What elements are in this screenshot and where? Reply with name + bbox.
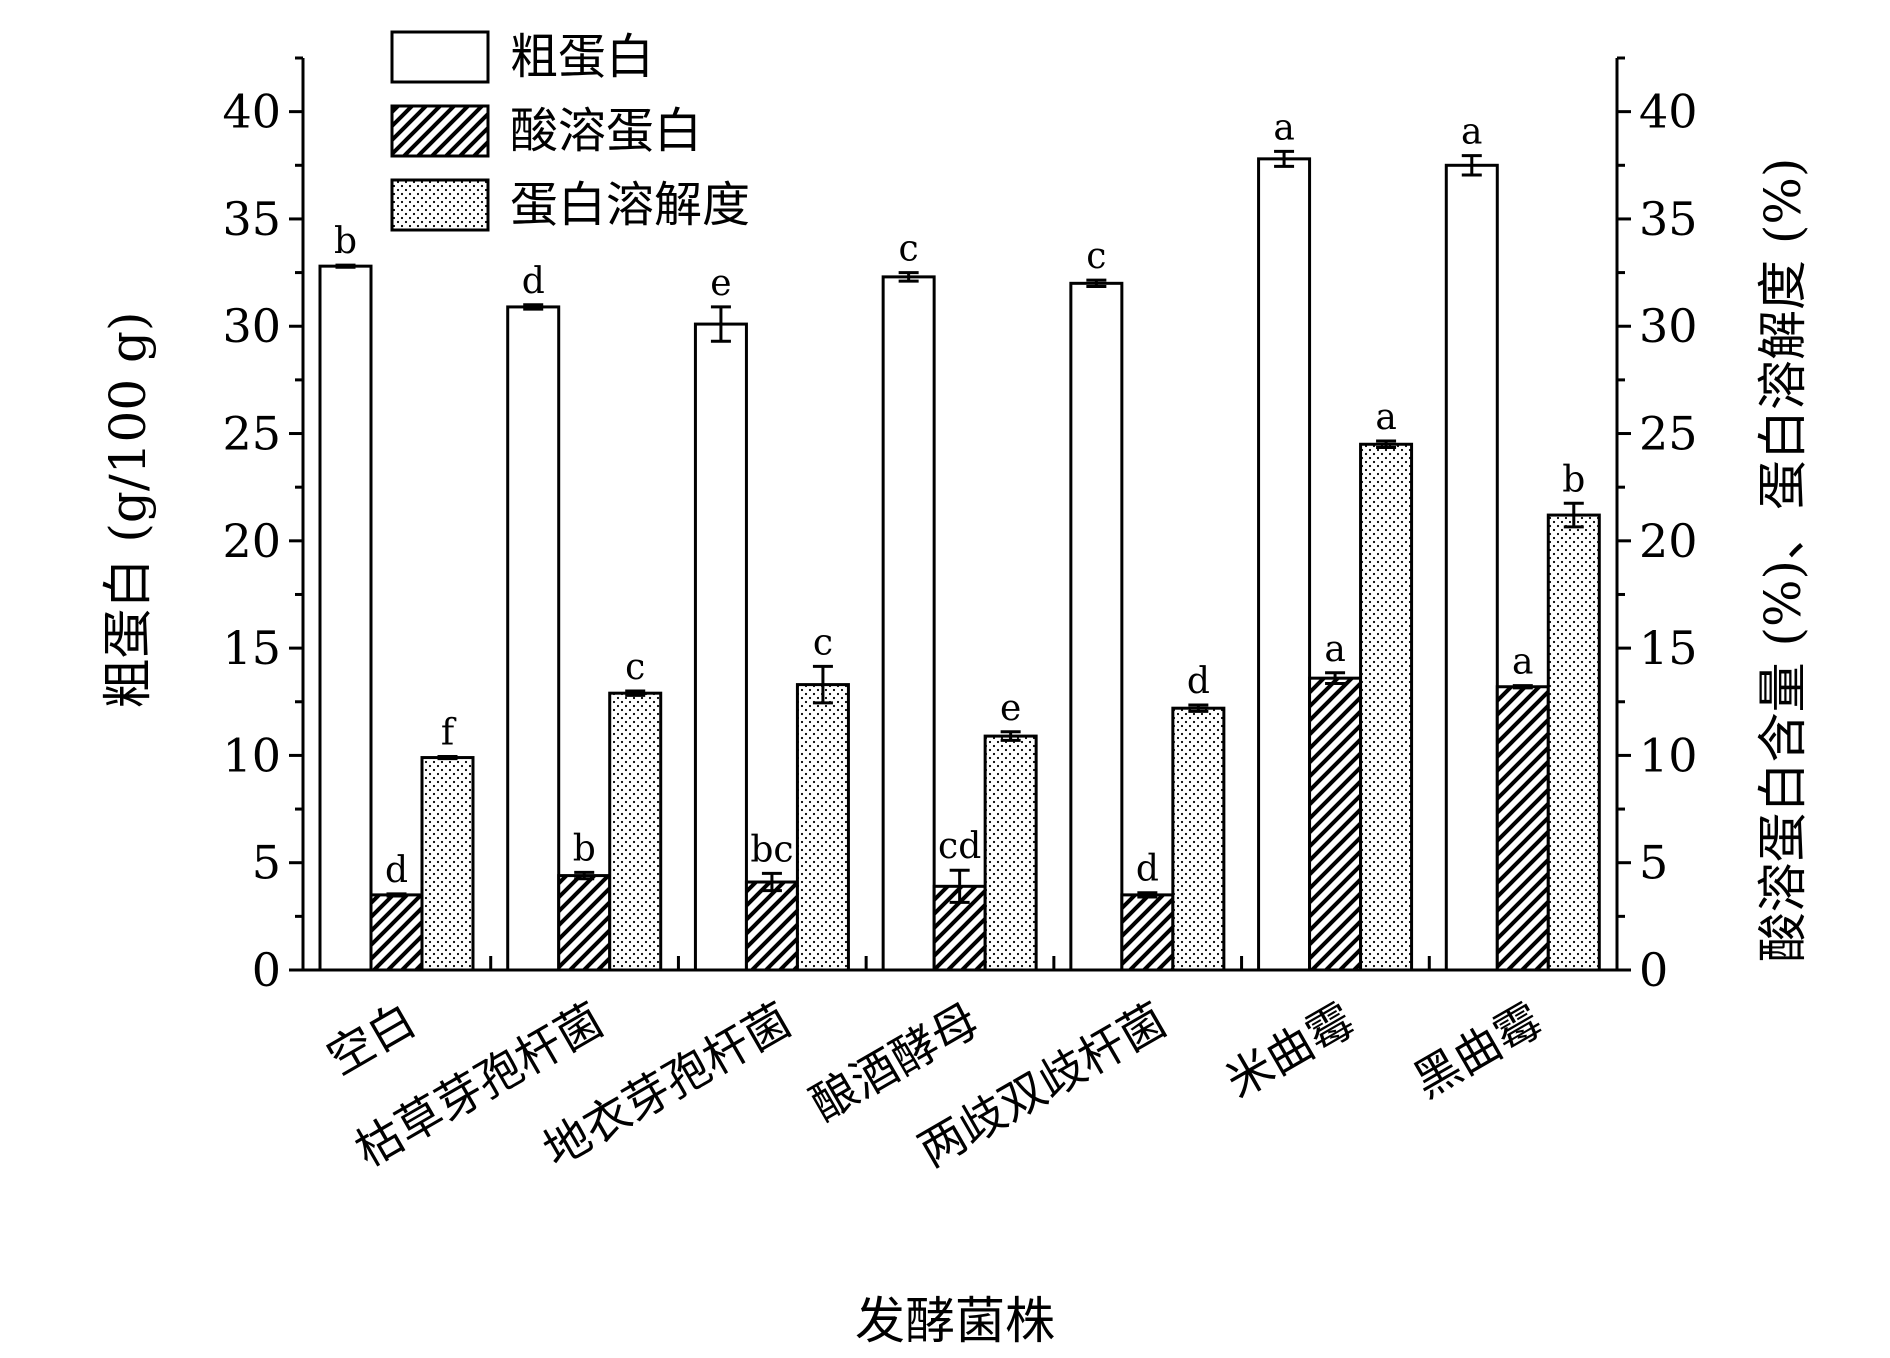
significance-label: a [1461, 112, 1482, 153]
significance-label: cd [938, 826, 981, 867]
bar [557, 874, 612, 972]
bars-layer [318, 149, 1601, 972]
y-tick-label-left: 20 [222, 514, 281, 568]
bar [1120, 893, 1175, 972]
significance-label: a [1512, 642, 1533, 683]
y-tick-label-left: 25 [222, 407, 281, 461]
bar [1444, 163, 1499, 972]
significance-label: a [1324, 629, 1345, 670]
bar [1069, 281, 1124, 972]
legend-swatch [390, 178, 490, 232]
significance-label: b [573, 828, 596, 869]
significance-label: d [385, 850, 408, 891]
bar [1359, 442, 1414, 972]
bar [369, 893, 424, 972]
x-tick-label: 空白 [318, 993, 425, 1086]
significance-label: a [1375, 397, 1396, 438]
legend-label: 粗蛋白 [510, 29, 654, 85]
y-tick-label-right: 0 [1639, 943, 1668, 997]
y-tick-label-right: 10 [1639, 728, 1698, 782]
bar [744, 880, 799, 972]
x-axis-title: 发酵菌株 [855, 1292, 1055, 1350]
y-tick-label-left: 0 [252, 943, 281, 997]
axes-frame [289, 56, 1631, 972]
legend-label: 蛋白溶解度 [510, 177, 750, 233]
y-tick-label-right: 5 [1639, 836, 1668, 890]
significance-label: e [710, 263, 731, 304]
y-tick-label-right: 35 [1639, 192, 1698, 246]
bar [608, 691, 663, 972]
bar [983, 734, 1038, 972]
y-tick-label-right: 40 [1639, 85, 1698, 139]
bar [693, 322, 748, 972]
y-tick-label-left: 30 [222, 299, 281, 353]
y-tick-label-right: 30 [1639, 299, 1698, 353]
y-tick-label-right: 25 [1639, 407, 1698, 461]
y-tick-label-right: 20 [1639, 514, 1698, 568]
significance-label: c [1086, 236, 1106, 277]
y-axis-right-title: 酸溶蛋白含量 (%)、蛋白溶解度 (%) [1754, 158, 1812, 963]
bar [506, 305, 561, 972]
y-tick-label-left: 5 [252, 836, 281, 890]
bar [1495, 685, 1550, 972]
significance-label: c [813, 622, 833, 663]
significance-label: c [625, 647, 645, 688]
bar [795, 683, 850, 972]
bar [318, 264, 373, 972]
significance-label: b [334, 221, 357, 262]
significance-label: bc [750, 829, 793, 870]
y-tick-label-left: 15 [222, 621, 281, 675]
y-tick-label-left: 10 [222, 728, 281, 782]
y-tick-label-right: 15 [1639, 621, 1698, 675]
bar [1171, 706, 1226, 972]
legend-swatch [390, 104, 490, 158]
legend-label: 酸溶蛋白 [510, 103, 702, 159]
y-axis-left-title: 粗蛋白 (g/100 g) [99, 311, 157, 708]
legend-swatch [390, 30, 490, 84]
significance-label: b [1562, 459, 1585, 500]
bar [1257, 157, 1312, 972]
y-tick-label-left: 40 [222, 85, 281, 139]
significance-label: a [1273, 107, 1294, 148]
significance-label: d [1136, 849, 1159, 890]
x-tick-label: 米曲霉 [1217, 993, 1364, 1109]
bar [1546, 513, 1601, 972]
significance-label: f [441, 712, 457, 753]
significance-label: e [1000, 688, 1021, 729]
significance-label: d [522, 261, 545, 302]
significance-label: d [1187, 661, 1210, 702]
bar [420, 756, 475, 972]
bar [1308, 676, 1363, 972]
x-tick-label: 黑曲霉 [1404, 993, 1551, 1109]
bar [881, 275, 936, 972]
significance-label: c [899, 229, 919, 270]
y-tick-label-left: 35 [222, 192, 281, 246]
